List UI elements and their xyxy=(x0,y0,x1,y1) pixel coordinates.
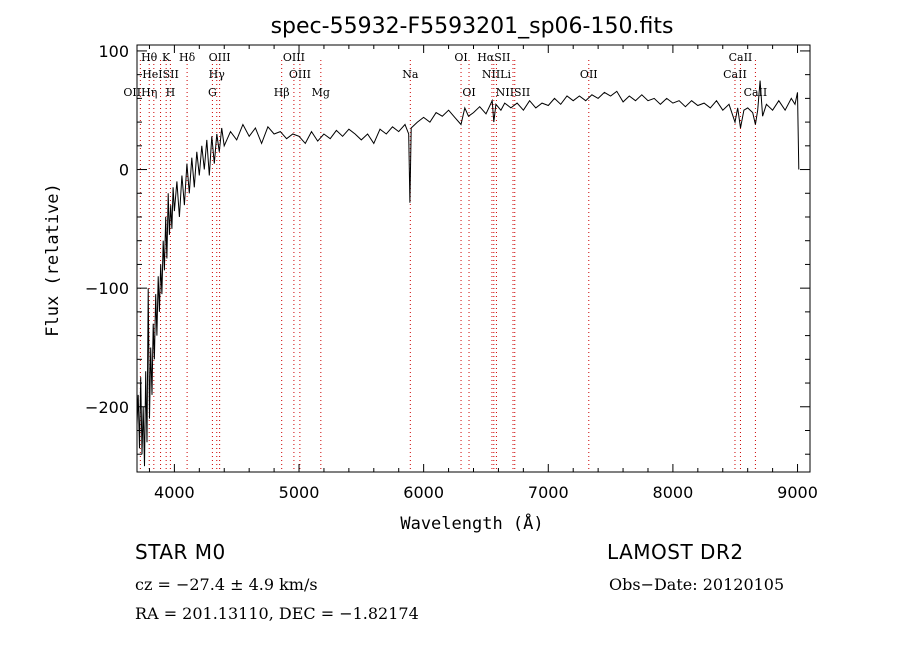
x-axis-label: Wavelength (Å) xyxy=(400,512,543,534)
line-marker-label: OIIHη xyxy=(123,86,157,99)
radial-velocity: cz = −27.4 ± 4.9 km/s xyxy=(135,575,318,594)
survey-release: LAMOST DR2 xyxy=(607,540,744,564)
y-tick-label: −200 xyxy=(85,398,129,417)
line-marker-label: CaII xyxy=(744,86,768,99)
spectrum-line xyxy=(136,80,800,467)
line-marker-label: HeISII xyxy=(142,68,179,81)
y-tick-label: 0 xyxy=(119,161,129,180)
line-marker-label: K xyxy=(162,51,171,64)
emission-line-labels: Hθ K Hδ OIII OIII OI HαSII CaII HeISII Hγ OIII Na NI… xyxy=(123,51,767,99)
y-tick-label: 100 xyxy=(98,42,129,61)
chart-title: spec-55932-F5593201_sp06-150.fits xyxy=(271,14,674,39)
plot-frame xyxy=(136,44,811,473)
object-class: STAR M0 xyxy=(135,540,226,564)
line-marker-label: Hδ xyxy=(179,51,196,64)
y-axis-label: Flux (relative) xyxy=(43,183,63,337)
line-marker-label: OIII xyxy=(283,51,305,64)
line-marker-label: HαSII xyxy=(477,51,510,64)
x-tick-label: 5000 xyxy=(279,483,320,502)
x-tick-label: 9000 xyxy=(777,483,818,502)
x-tick-label: 8000 xyxy=(653,483,694,502)
line-marker-label: H xyxy=(166,86,176,99)
line-marker-label: OIII xyxy=(289,68,311,81)
line-marker-label: OI xyxy=(454,51,467,64)
line-marker-label: OIII xyxy=(209,51,231,64)
axis-ticks: 4000 5000 6000 7000 8000 9000 −200 −100 0 100 xyxy=(85,42,818,502)
line-marker-label: Hβ xyxy=(274,86,290,99)
y-tick-label: −100 xyxy=(85,279,129,298)
line-marker-label: G xyxy=(208,86,217,99)
x-tick-label: 6000 xyxy=(403,483,444,502)
line-marker-label: CaII xyxy=(723,68,747,81)
line-marker-label: OII xyxy=(580,68,598,81)
line-marker-label: Mg xyxy=(312,86,330,99)
observation-date: Obs−Date: 20120105 xyxy=(609,575,785,594)
x-tick-label: 7000 xyxy=(528,483,569,502)
line-marker-label: Hθ xyxy=(141,51,158,64)
line-marker-label: Hγ xyxy=(209,68,226,81)
line-marker-label: NIILi xyxy=(482,68,512,81)
line-marker-label: Na xyxy=(402,68,419,81)
line-marker-label: OI xyxy=(462,86,475,99)
sky-coordinates: RA = 201.13110, DEC = −1.82174 xyxy=(135,604,419,623)
emission-line-markers xyxy=(139,60,756,472)
spectrum-series xyxy=(136,80,800,467)
line-marker-label: NIISII xyxy=(496,86,531,99)
x-tick-label: 4000 xyxy=(154,483,195,502)
line-marker-label: CaII xyxy=(729,51,753,64)
